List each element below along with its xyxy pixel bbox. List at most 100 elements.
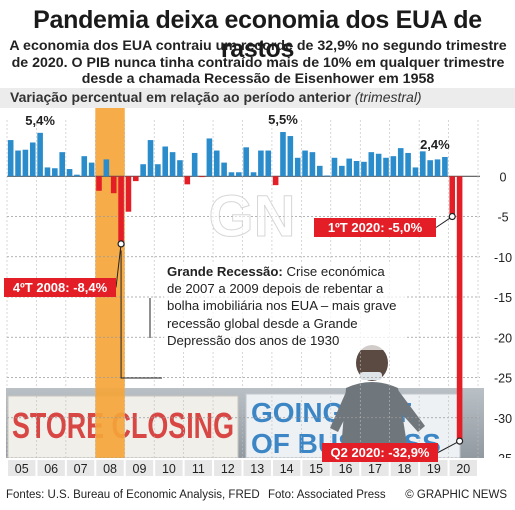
bar bbox=[368, 152, 375, 177]
callout-heading: Grande Recessão: bbox=[167, 264, 283, 279]
bar bbox=[118, 176, 124, 244]
bar bbox=[258, 150, 264, 177]
y-tick-label: -30 bbox=[494, 412, 512, 426]
bar bbox=[96, 176, 102, 191]
x-tick-box bbox=[331, 460, 360, 476]
bar bbox=[169, 152, 176, 177]
x-tick-label: 17 bbox=[368, 462, 382, 476]
bar bbox=[162, 146, 169, 177]
x-tick-label: 20 bbox=[456, 462, 470, 476]
bar bbox=[390, 156, 397, 177]
x-tick-label: 08 bbox=[103, 462, 117, 476]
bar bbox=[221, 162, 227, 177]
bar bbox=[280, 132, 286, 177]
bar bbox=[449, 176, 456, 217]
graphic-news-watermark: GN bbox=[209, 184, 296, 249]
bar bbox=[265, 150, 272, 177]
bar bbox=[442, 156, 448, 177]
bar bbox=[228, 172, 235, 177]
sources-credit: Fontes: U.S. Bureau of Economic Analysis… bbox=[6, 489, 260, 501]
bar bbox=[456, 176, 463, 442]
y-axis-note: (trimestral) bbox=[354, 89, 422, 105]
y-tick-label: -25 bbox=[494, 372, 512, 386]
bar bbox=[81, 156, 88, 177]
bar bbox=[324, 175, 330, 177]
svg-text:4ºT 2008: -8,4%: 4ºT 2008: -8,4% bbox=[13, 280, 108, 295]
y-tick-labels: 0-5-10-15-20-25-30-35 bbox=[494, 170, 512, 466]
bar bbox=[339, 165, 345, 177]
bar bbox=[66, 169, 73, 177]
value-callout: Q2 2020: -32,9% bbox=[322, 437, 464, 462]
bar bbox=[7, 140, 14, 177]
bar bbox=[375, 153, 382, 177]
y-axis-label: Variação percentual em relação ao períod… bbox=[10, 89, 351, 105]
x-tick-box bbox=[390, 460, 419, 476]
x-tick-label: 13 bbox=[250, 462, 264, 476]
great-recession-callout: Grande Recessão: Crise económica de 2007… bbox=[164, 262, 406, 351]
y-tick-label: 0 bbox=[500, 170, 507, 184]
bar bbox=[250, 172, 257, 177]
bar bbox=[147, 140, 154, 177]
bar bbox=[294, 157, 301, 177]
x-tick-box bbox=[449, 460, 477, 476]
bar bbox=[155, 164, 161, 177]
callout-text: Crise económica de 2007 a 2009 depois de… bbox=[167, 264, 397, 348]
bar bbox=[88, 162, 95, 177]
value-callout: 4ºT 2008: -8,4% bbox=[4, 240, 125, 297]
x-tick-label: 09 bbox=[133, 462, 147, 476]
x-tick-label: 10 bbox=[162, 462, 176, 476]
page-title: Pandemia deixa economia dos EUA de rasto… bbox=[33, 6, 482, 63]
bars bbox=[7, 132, 463, 442]
bar bbox=[213, 150, 220, 177]
bar bbox=[236, 172, 242, 177]
x-tick-label: 14 bbox=[280, 462, 294, 476]
value-callout: 1ºT 2020: -5,0% bbox=[314, 212, 456, 237]
x-tick-box bbox=[125, 460, 154, 476]
bar bbox=[383, 157, 389, 177]
x-tick-label: 18 bbox=[397, 462, 411, 476]
x-tick-label: 19 bbox=[427, 462, 441, 476]
x-tick-box bbox=[37, 460, 65, 476]
caption-strip bbox=[0, 88, 515, 108]
copyright: © GRAPHIC NEWS bbox=[405, 489, 507, 501]
bar bbox=[346, 158, 353, 177]
photo-credit: Foto: Associated Press bbox=[268, 489, 386, 501]
pedestrian-photo bbox=[330, 345, 425, 463]
bar bbox=[59, 152, 65, 177]
bar bbox=[272, 176, 279, 186]
x-tick-label: 06 bbox=[44, 462, 58, 476]
bar bbox=[302, 150, 308, 177]
value-label: 5,4% bbox=[25, 113, 55, 128]
x-axis: 05 06 07 08 09 10 11 12 13 14 15 16 17 18 19 20 bbox=[0, 458, 515, 480]
svg-text:1ºT 2020: -5,0%: 1ºT 2020: -5,0% bbox=[328, 220, 423, 235]
callout-connector bbox=[120, 250, 162, 379]
bar bbox=[309, 152, 316, 177]
x-tick-box bbox=[420, 460, 448, 476]
x-tick-label: 16 bbox=[339, 462, 353, 476]
y-axis-caption: Variação percentual em relação ao períod… bbox=[10, 89, 422, 105]
bar bbox=[405, 152, 411, 177]
bar bbox=[191, 152, 198, 177]
bar bbox=[74, 174, 80, 177]
x-tick-box bbox=[155, 460, 183, 476]
y-tick-label: -20 bbox=[494, 331, 512, 345]
bar bbox=[103, 159, 110, 177]
bar bbox=[140, 164, 146, 177]
bar bbox=[125, 176, 132, 212]
bar bbox=[361, 161, 367, 177]
x-tick-box bbox=[8, 460, 36, 476]
bar bbox=[184, 176, 191, 185]
bar bbox=[44, 167, 51, 177]
bar bbox=[110, 176, 117, 194]
bar bbox=[177, 160, 183, 177]
x-tick-label: 11 bbox=[192, 462, 205, 476]
y-tick-label: -15 bbox=[494, 291, 512, 305]
gdp-bar-chart: STORE CLOSING GOING OUT OF BUSINESS 0-5-… bbox=[0, 108, 515, 480]
x-tick-label: 05 bbox=[15, 462, 29, 476]
bar bbox=[353, 161, 360, 177]
bar bbox=[412, 167, 419, 177]
bar bbox=[427, 160, 433, 177]
annotations: 5,4% 5,5% 2,4% 4ºT 2008: -8,4% 1ºT 2020: -5,… bbox=[4, 112, 464, 462]
x-tick-label: 07 bbox=[74, 462, 88, 476]
page-subtitle: A economia dos EUA contraiu um recorde d… bbox=[9, 38, 507, 87]
